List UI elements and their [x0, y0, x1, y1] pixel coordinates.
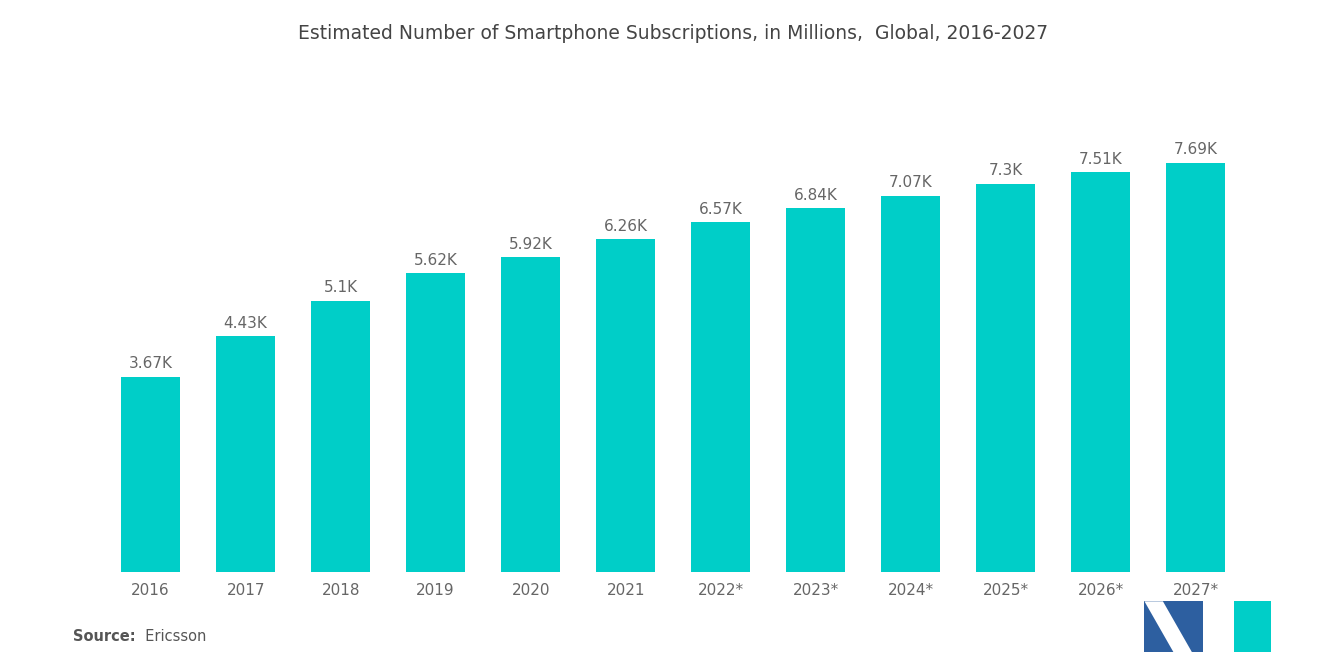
Text: 5.92K: 5.92K [508, 237, 553, 251]
Bar [216, 336, 275, 572]
Bar [312, 301, 370, 572]
Text: 7.51K: 7.51K [1078, 152, 1122, 167]
Text: 6.26K: 6.26K [603, 219, 648, 233]
Bar [1167, 163, 1225, 572]
Bar [121, 376, 180, 572]
Text: 4.43K: 4.43K [223, 316, 268, 331]
Bar [502, 257, 560, 572]
Bar [1213, 601, 1271, 652]
Polygon shape [1213, 601, 1234, 652]
Bar [597, 239, 655, 572]
Bar [1072, 172, 1130, 572]
Text: Source:: Source: [73, 628, 135, 644]
Bar [882, 196, 940, 572]
Bar [977, 184, 1035, 572]
Bar [692, 222, 750, 572]
Text: 6.57K: 6.57K [698, 202, 743, 217]
Polygon shape [1144, 601, 1192, 652]
Bar [787, 208, 845, 572]
Bar [407, 273, 465, 572]
Text: 5.62K: 5.62K [413, 253, 458, 267]
Text: 7.3K: 7.3K [989, 163, 1023, 178]
Text: 7.07K: 7.07K [888, 176, 933, 190]
Text: 6.84K: 6.84K [793, 188, 838, 203]
Text: 3.67K: 3.67K [128, 356, 173, 371]
Text: 5.1K: 5.1K [323, 280, 358, 295]
Text: Ericsson: Ericsson [136, 628, 206, 644]
Title: Estimated Number of Smartphone Subscriptions, in Millions,  Global, 2016-2027: Estimated Number of Smartphone Subscript… [298, 24, 1048, 43]
Text: 7.69K: 7.69K [1173, 142, 1218, 158]
Bar [1144, 601, 1203, 652]
